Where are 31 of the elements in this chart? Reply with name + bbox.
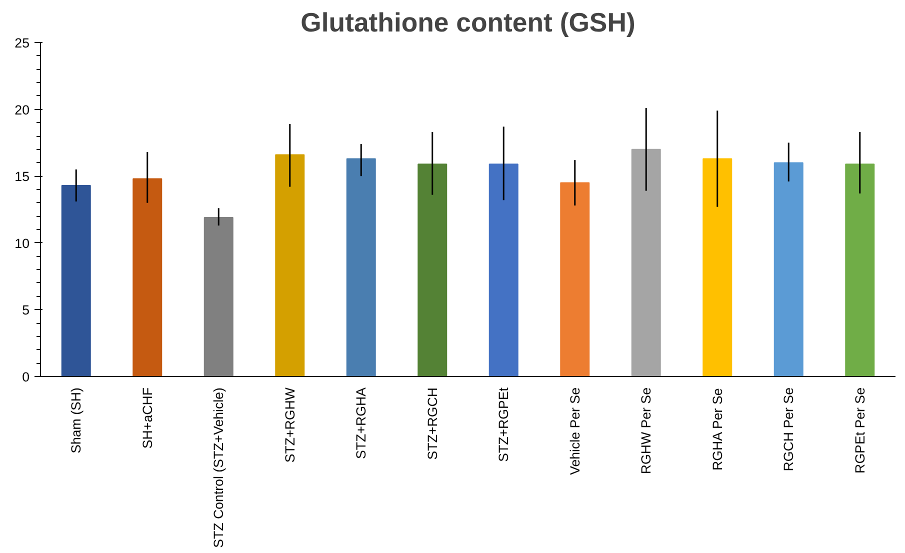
bar [845,164,875,376]
y-tick-label: 15 [14,169,30,184]
bar [61,184,91,376]
bar [560,182,590,376]
x-tick-label: STZ+RGHA [354,387,369,459]
bar [631,148,661,376]
x-tick-label: RGHW Per Se [638,387,654,474]
bar [488,164,518,376]
x-tick-label: SH+aCHF [140,387,155,449]
x-tick-label: Sham (SH) [68,387,84,454]
y-tick-label: 5 [22,302,30,318]
x-tick-label: STZ Control (STZ+Vehicle) [211,387,226,548]
bar [204,217,234,376]
bar [346,158,376,376]
y-tick-label: 0 [22,370,30,384]
x-tick-label: RGHA Per Se [710,388,725,470]
bar [418,164,448,376]
x-tick-label: RGCH Per Se [781,387,796,472]
y-tick-label: 20 [14,102,30,118]
chart-title: Glutathione content (GSH) [300,8,636,38]
bar [702,158,732,376]
bar [774,162,804,376]
x-tick-label: Vehicle Per Se [567,387,582,475]
y-tick-label: 25 [14,36,30,50]
x-tick-label: STZ+RGPEt [496,387,512,462]
y-tick-label: 10 [14,236,30,251]
x-tick-label: RGPEt Per Se [852,387,868,474]
bar [275,154,305,376]
bar [132,178,162,376]
x-tick-label: STZ+RGHW [282,387,298,463]
x-tick-label: STZ+RGCH [424,387,440,460]
